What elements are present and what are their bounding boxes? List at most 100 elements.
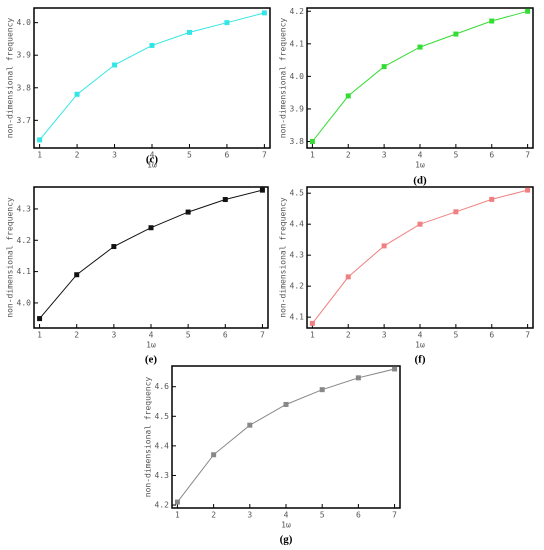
marker <box>259 187 265 193</box>
y-tick-label: 4.4 <box>290 220 305 229</box>
x-tick-label: 3 <box>382 331 387 340</box>
marker <box>489 18 495 24</box>
x-tick-label: 5 <box>453 331 458 340</box>
marker <box>185 209 191 215</box>
y-tick-label: 3.9 <box>17 51 32 60</box>
plot-frame <box>306 186 534 329</box>
y-tick-label: 4.4 <box>155 441 170 450</box>
marker <box>381 243 387 249</box>
x-tick-label: 5 <box>320 511 325 520</box>
x-tick-label: 1 <box>310 331 315 340</box>
y-tick-label: 3.8 <box>290 137 305 146</box>
x-axis-label: 1ω <box>415 161 425 170</box>
marker <box>309 138 315 144</box>
line <box>39 12 265 141</box>
y-tick-label: 4.2 <box>290 282 305 291</box>
marker <box>211 452 217 458</box>
x-tick-label: 5 <box>187 151 192 160</box>
y-tick-label: 4.3 <box>17 204 32 213</box>
x-tick-label: 7 <box>525 331 530 340</box>
x-tick-label: 4 <box>418 331 423 340</box>
marker <box>37 316 43 322</box>
line <box>39 189 263 319</box>
x-tick-label: 2 <box>74 331 79 340</box>
x-tick-label: 1 <box>175 511 180 520</box>
y-tick-label: 4.2 <box>17 236 32 245</box>
marker <box>37 137 43 143</box>
x-tick-label: 6 <box>223 331 228 340</box>
marker <box>149 42 155 48</box>
x-tick-label: 3 <box>111 331 116 340</box>
marker <box>222 197 228 203</box>
marker <box>309 320 315 326</box>
x-axis-label: 1ω <box>147 161 157 170</box>
y-axis-label: non-dimensional frequency <box>279 18 288 139</box>
x-tick-label: 6 <box>489 151 494 160</box>
x-axis-label: 1ω <box>415 341 425 350</box>
x-tick-label: 4 <box>284 511 289 520</box>
x-tick-label: 6 <box>356 511 361 520</box>
y-tick-label: 4.2 <box>155 501 170 510</box>
marker <box>489 196 495 202</box>
x-tick-label: 3 <box>112 151 117 160</box>
x-tick-label: 7 <box>262 151 267 160</box>
y-tick-label: 4.2 <box>290 7 305 16</box>
x-tick-label: 3 <box>382 151 387 160</box>
x-axis-label: 1ω <box>146 341 156 350</box>
marker <box>381 64 387 70</box>
panel-label: (c) <box>146 154 159 166</box>
marker <box>247 422 253 428</box>
marker <box>417 44 423 50</box>
panel-label: (e) <box>145 354 158 366</box>
y-tick-label: 4.0 <box>290 72 305 81</box>
x-tick-label: 2 <box>211 511 216 520</box>
marker <box>186 29 192 35</box>
marker <box>111 244 117 250</box>
x-tick-label: 2 <box>346 331 351 340</box>
marker <box>355 375 361 381</box>
marker <box>74 272 80 278</box>
y-tick-label: 4.6 <box>155 382 170 391</box>
x-tick-label: 1 <box>37 151 42 160</box>
x-tick-label: 2 <box>75 151 80 160</box>
marker <box>345 93 351 99</box>
y-tick-label: 3.8 <box>17 83 32 92</box>
line <box>312 10 528 142</box>
marker <box>453 209 459 215</box>
y-tick-label: 3.9 <box>290 104 305 113</box>
line <box>312 189 528 324</box>
marker <box>74 91 80 97</box>
marker <box>148 225 154 231</box>
y-tick-label: 4.3 <box>155 471 170 480</box>
y-tick-label: 4.5 <box>155 412 170 421</box>
marker <box>174 499 180 505</box>
marker <box>525 187 531 193</box>
x-tick-label: 5 <box>453 151 458 160</box>
marker <box>112 62 118 68</box>
y-axis-label: non-dimensional frequency <box>6 197 15 318</box>
x-tick-label: 7 <box>392 511 397 520</box>
y-tick-label: 4.1 <box>290 313 305 322</box>
marker <box>392 366 398 372</box>
marker <box>224 20 230 26</box>
marker <box>283 401 289 407</box>
x-tick-label: 4 <box>418 151 423 160</box>
marker <box>345 274 351 280</box>
x-tick-label: 7 <box>525 151 530 160</box>
y-tick-label: 4.1 <box>290 39 305 48</box>
x-axis-label: 1ω <box>281 521 291 530</box>
y-tick-label: 3.7 <box>17 116 32 125</box>
marker <box>319 387 325 393</box>
plot-frame <box>306 7 534 149</box>
marker <box>453 31 459 37</box>
x-tick-label: 6 <box>489 331 494 340</box>
x-tick-label: 7 <box>260 331 265 340</box>
x-tick-label: 4 <box>150 151 155 160</box>
plot-frame <box>33 7 271 149</box>
panel-label: (d) <box>413 175 427 187</box>
plot-frame <box>171 365 401 509</box>
marker <box>417 221 423 227</box>
marker <box>525 8 531 14</box>
plot-frame <box>33 186 269 329</box>
